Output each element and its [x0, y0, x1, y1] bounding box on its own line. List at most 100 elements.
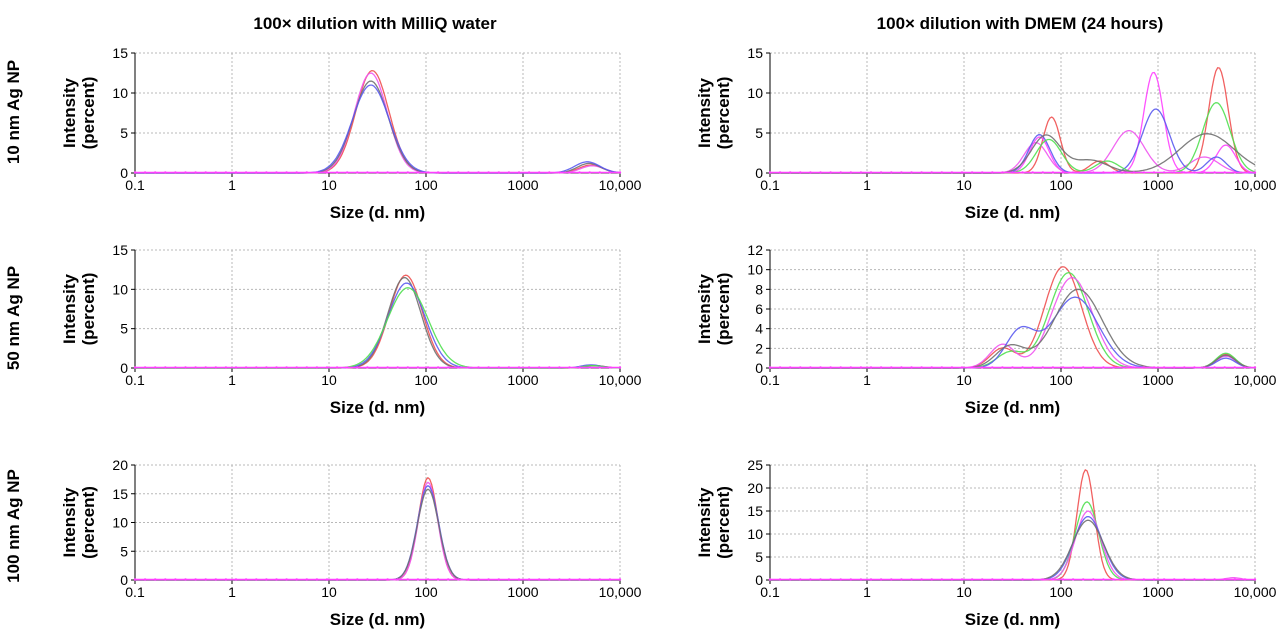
baseline-marker — [890, 171, 893, 174]
series-line-magenta — [770, 71, 1256, 174]
baseline-marker — [991, 578, 994, 581]
baseline-marker — [1183, 578, 1186, 581]
baseline-marker — [184, 578, 187, 581]
baseline-marker — [819, 366, 822, 369]
baseline-marker — [1142, 578, 1146, 581]
baseline-marker — [1193, 366, 1196, 369]
baseline-marker — [315, 366, 319, 369]
baseline-marker — [578, 366, 581, 369]
baseline-marker — [1041, 578, 1045, 581]
baseline-marker — [1193, 578, 1196, 581]
baseline-marker — [548, 171, 551, 174]
baseline-marker — [839, 171, 842, 174]
baseline-marker — [568, 366, 571, 369]
baseline-marker — [467, 171, 470, 174]
x-tick-label: 1 — [228, 372, 236, 388]
baseline-marker — [1082, 578, 1085, 581]
baseline-marker — [133, 171, 137, 174]
baseline-marker — [1233, 366, 1237, 369]
y-tick-label: 6 — [755, 301, 763, 317]
y-axis-title-line1: Intensity — [695, 274, 714, 344]
baseline-marker — [1253, 578, 1257, 581]
x-tick-label: 1 — [863, 177, 871, 193]
baseline-marker — [457, 578, 460, 581]
baseline-marker — [416, 366, 420, 369]
x-tick-label: 1 — [863, 372, 871, 388]
baseline-marker — [386, 171, 389, 174]
baseline-marker — [1122, 171, 1125, 174]
baseline-marker — [1071, 578, 1075, 581]
baseline-marker — [517, 366, 521, 369]
baseline-marker — [527, 578, 531, 581]
baseline-marker — [255, 366, 258, 369]
x-tick-label: 10 — [956, 584, 972, 600]
baseline-marker — [960, 578, 964, 581]
y-tick-label: 20 — [747, 480, 763, 496]
baseline-marker — [527, 171, 531, 174]
baseline-marker — [204, 366, 207, 369]
baseline-marker — [1203, 578, 1206, 581]
series-line-gray — [770, 519, 1255, 581]
x-tick-label: 0.1 — [760, 372, 780, 388]
series-line-blue — [135, 282, 621, 369]
baseline-marker — [1092, 366, 1095, 369]
baseline-marker — [507, 366, 511, 369]
baseline-marker — [174, 171, 177, 174]
baseline-marker — [315, 171, 319, 174]
baseline-marker — [1112, 171, 1115, 174]
baseline-marker — [457, 366, 460, 369]
baseline-marker — [1152, 578, 1156, 581]
series-line-blue — [770, 108, 1255, 174]
baseline-marker — [970, 171, 974, 174]
baseline-marker — [234, 578, 238, 581]
baseline-marker — [174, 366, 177, 369]
baseline-marker — [1142, 366, 1146, 369]
baseline-marker — [1243, 171, 1247, 174]
y-tick-label: 15 — [747, 45, 763, 61]
baseline-marker — [436, 171, 440, 174]
x-tick-label: 100 — [1049, 177, 1073, 193]
baseline-marker — [1031, 171, 1034, 174]
baseline-marker — [859, 366, 863, 369]
baseline-marker — [879, 171, 883, 174]
baseline-marker — [1092, 171, 1095, 174]
baseline-marker — [285, 578, 288, 581]
baseline-marker — [789, 366, 792, 369]
x-tick-label: 1 — [863, 584, 871, 600]
x-tick-label: 100 — [1049, 584, 1073, 600]
baseline-marker — [164, 578, 167, 581]
baseline-marker — [356, 366, 359, 369]
baseline-marker — [305, 171, 308, 174]
y-axis-title-line1: Intensity — [60, 274, 79, 344]
baseline-marker — [416, 578, 420, 581]
baseline-marker — [538, 578, 541, 581]
x-axis-title: Size (d. nm) — [330, 610, 425, 629]
series-line-pink — [770, 510, 1256, 581]
baseline-marker — [1001, 366, 1004, 369]
baseline-marker — [265, 366, 268, 369]
baseline-marker — [1071, 171, 1075, 174]
baseline-marker — [1173, 366, 1176, 369]
baseline-marker — [839, 578, 842, 581]
baseline-marker — [285, 171, 288, 174]
baseline-marker — [275, 366, 278, 369]
x-tick-label: 1000 — [507, 372, 538, 388]
baseline-marker — [819, 171, 822, 174]
y-axis-title-line2: (percent) — [714, 77, 733, 150]
baseline-marker — [154, 171, 157, 174]
baseline-marker — [214, 171, 217, 174]
baseline-marker — [1223, 578, 1226, 581]
baseline-marker — [970, 578, 974, 581]
baseline-marker — [588, 578, 591, 581]
chart-panel-2: 0 5 10 15 0.1 1 10 100 1000 10,000 Intensity (perce… — [695, 45, 1277, 222]
baseline-marker — [376, 578, 379, 581]
baseline-marker — [436, 366, 440, 369]
baseline-marker — [1051, 171, 1055, 174]
baseline-marker — [819, 578, 822, 581]
baseline-marker — [608, 366, 612, 369]
series-line-blue — [135, 84, 621, 174]
baseline-marker — [477, 366, 480, 369]
baseline-marker — [426, 366, 430, 369]
x-tick-label: 10 — [956, 372, 972, 388]
baseline-marker — [1051, 366, 1055, 369]
